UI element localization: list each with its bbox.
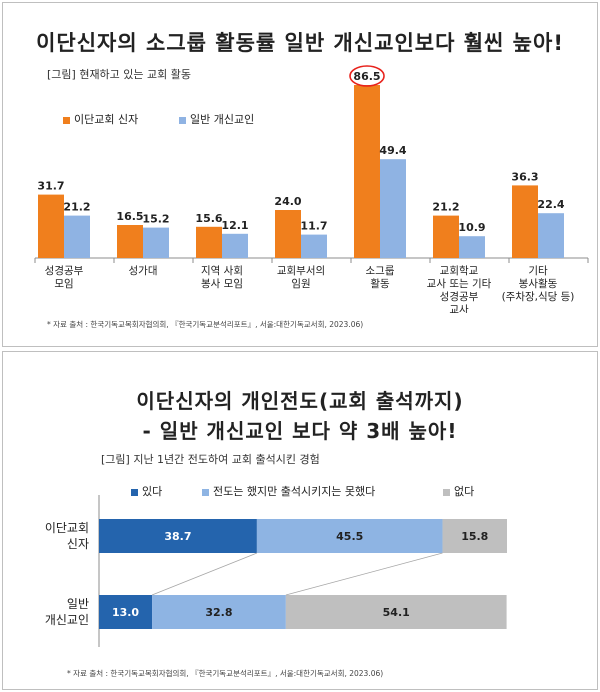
- bar-value-label: 49.4: [379, 144, 406, 157]
- legend-item-no: 없다: [443, 483, 474, 499]
- x-tick-label: 성경공부: [45, 264, 84, 277]
- bar-heretic: [196, 226, 222, 258]
- bar-heretic: [38, 194, 64, 258]
- legend-item-general: 일반 개신교인: [179, 111, 254, 127]
- legend-label-no: 없다: [454, 485, 475, 498]
- x-tick-label: 지역 사회: [201, 265, 243, 277]
- bar-value-label: 86.5: [353, 70, 380, 83]
- legend-swatch-partial: [202, 488, 209, 496]
- x-tick-label: 성가대: [129, 265, 158, 277]
- bar-heretic: [117, 225, 143, 258]
- x-tick-label: 봉사활동: [519, 277, 558, 290]
- x-tick-label: 임원: [291, 277, 310, 290]
- stacked-segment-partial: [256, 519, 443, 553]
- chart-subtitle-activities: [그림] 현재하고 있는 교회 활동: [47, 68, 192, 81]
- chart-title-evangelism-line2: - 일반 개신교인 보다 약 3배 높아!: [142, 419, 458, 443]
- stacked-segment-no: [442, 519, 507, 553]
- bar-general: [459, 236, 485, 258]
- segment-connector-line: [151, 552, 258, 596]
- bar-heretic: [512, 185, 538, 258]
- x-tick-label: (주차장,식당 등): [502, 291, 575, 303]
- segment-value-label: 54.1: [383, 606, 410, 619]
- stacked-segment-no: [285, 595, 507, 629]
- segment-value-label: 13.0: [112, 606, 139, 619]
- y-tick-label: 이단교회: [45, 521, 89, 535]
- bar-value-label: 21.2: [63, 201, 90, 214]
- bar-general: [222, 233, 248, 258]
- x-tick-label: 활동: [370, 277, 390, 290]
- legend-item-yes: 있다: [131, 483, 162, 499]
- chart-source-activities: * 자료 출처 : 한국기독교목회자협의회, 『한국기독교분석리포트』, 서울:…: [47, 320, 364, 329]
- chart-title-evangelism-line1: 이단신자의 개인전도(교회 출석까지): [136, 389, 464, 413]
- bar-value-label: 24.0: [274, 195, 301, 208]
- legend-label-general: 일반 개신교인: [190, 113, 255, 126]
- legend-label-heretic: 이단교회 신자: [74, 113, 139, 126]
- highlight-circle: [349, 65, 385, 87]
- x-tick-label: 교사: [449, 304, 469, 313]
- y-tick-label: 일반: [67, 597, 89, 611]
- bar-value-label: 21.2: [432, 201, 459, 214]
- bar-general: [301, 234, 327, 258]
- x-tick-label: 교회학교: [440, 265, 479, 277]
- bar-heretic: [433, 215, 459, 258]
- bar-value-label: 11.7: [300, 220, 327, 233]
- bar-value-label: 15.6: [195, 212, 222, 225]
- bar-general: [380, 159, 406, 258]
- x-tick-label: 성경공부: [440, 290, 479, 303]
- x-tick-label: 교회부서의: [277, 265, 325, 277]
- segment-connector-line: [285, 552, 443, 596]
- stacked-segment-yes: [99, 519, 257, 553]
- bar-value-label: 10.9: [458, 221, 485, 234]
- legend-swatch-yes: [131, 488, 138, 496]
- segment-value-label: 45.5: [336, 530, 363, 543]
- legend-item-heretic: 이단교회 신자: [63, 111, 138, 127]
- bar-general: [64, 215, 90, 258]
- bar-value-label: 15.2: [142, 213, 169, 226]
- bar-general: [143, 227, 169, 258]
- x-tick-label: 모임: [54, 277, 73, 290]
- bar-value-label: 12.1: [221, 219, 248, 232]
- legend-swatch-general: [179, 116, 186, 124]
- bar-value-label: 22.4: [537, 198, 564, 211]
- segment-value-label: 15.8: [461, 530, 488, 543]
- legend-label-yes: 있다: [142, 485, 163, 498]
- x-tick-label: 봉사 모임: [201, 277, 243, 290]
- bar-value-label: 16.5: [116, 210, 143, 223]
- chart-source-evangelism: * 자료 출처 : 한국기독교목회자협의회, 『한국기독교분석리포트』, 서울:…: [67, 669, 384, 678]
- legend-swatch-heretic: [63, 116, 70, 124]
- segment-value-label: 38.7: [164, 530, 191, 543]
- segment-value-label: 32.8: [205, 606, 232, 619]
- bar-heretic: [275, 210, 301, 258]
- y-tick-label: 신자: [67, 537, 89, 551]
- bar-heretic: [354, 85, 380, 258]
- bar-value-label: 36.3: [511, 170, 538, 183]
- x-tick-label: 교사 또는 기타: [427, 278, 492, 290]
- stacked-segment-yes: [99, 595, 153, 629]
- legend-item-partial: 전도는 했지만 출석시키지는 못했다: [202, 483, 375, 499]
- legend-label-partial: 전도는 했지만 출석시키지는 못했다: [213, 485, 376, 498]
- chart-panel-activities: 이단신자의 소그룹 활동률 일반 개신교인보다 훨씬 높아! [그림] 현재하고…: [2, 2, 598, 347]
- x-tick-label: 소그룹: [366, 265, 395, 277]
- legend-swatch-no: [443, 488, 450, 496]
- chart-panel-evangelism: 이단신자의 개인전도(교회 출석까지) - 일반 개신교인 보다 약 3배 높아…: [2, 351, 598, 690]
- chart-title-activities: 이단신자의 소그룹 활동률 일반 개신교인보다 훨씬 높아!: [36, 31, 564, 55]
- x-tick-label: 기타: [528, 265, 548, 277]
- bar-value-label: 31.7: [37, 180, 64, 193]
- y-tick-label: 개신교인: [45, 613, 89, 627]
- stacked-segment-partial: [152, 595, 286, 629]
- chart-subtitle-evangelism: [그림] 지난 1년간 전도하여 교회 출석시킨 경험: [101, 453, 320, 466]
- bar-general: [538, 213, 564, 258]
